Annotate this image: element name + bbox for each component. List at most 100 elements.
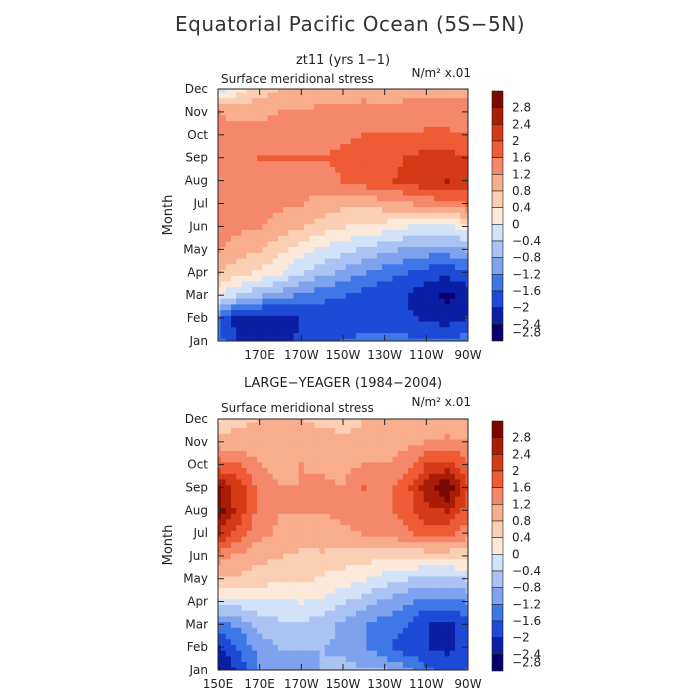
contour-cell [319,154,326,162]
contour-cell [251,575,258,583]
contour-cell [262,223,269,230]
contour-cell [444,109,451,116]
contour-cell [262,507,269,514]
contour-cell [303,490,310,497]
contour-cell [382,496,388,503]
contour-cell [361,513,368,520]
contour-cell [283,91,289,99]
contour-cell [423,183,430,190]
contour-cell [272,598,279,605]
contour-cell [408,252,414,259]
contour-cell [449,109,456,116]
contour-cell [408,223,414,230]
contour-cell [418,581,425,588]
contour-cell [262,257,269,265]
contour-cell [371,524,378,531]
contour-cell [262,97,269,104]
contour-cell [340,450,347,457]
contour-cell [220,120,227,127]
contour-cell [319,320,326,328]
contour-cell [454,114,461,122]
contour-cell [397,581,404,588]
contour-cell [293,166,300,173]
contour-cell [366,604,373,611]
contour-cell [335,644,341,651]
contour-cell [345,263,352,271]
contour-cell [283,326,289,334]
contour-cell [257,275,263,282]
contour-cell [408,154,414,162]
contour-cell [397,655,404,663]
contour-cell [361,473,368,480]
contour-cell [340,632,347,640]
contour-cell [283,223,289,230]
contour-cell [314,103,321,110]
contour-cell [392,217,399,225]
contour-cell [428,627,435,634]
contour-cell [402,541,409,548]
contour-cell [402,421,409,429]
contour-cell [340,473,347,480]
contour-cell [309,309,315,316]
contour-cell [356,513,362,520]
x-tick-label: 170W [284,348,319,362]
contour-cell [402,615,409,623]
contour-cell [366,541,373,548]
contour-cell [309,524,315,531]
contour-cell [382,240,388,248]
contour-cell [309,501,315,509]
contour-cell [439,524,446,531]
contour-cell [236,553,243,560]
contour-cell [231,478,237,486]
contour-cell [283,246,289,253]
contour-cell [392,627,399,634]
contour-cell [449,143,456,150]
contour-cell [434,223,440,230]
contour-cell [350,553,357,560]
contour-cell [262,632,269,640]
contour-cell [423,240,430,248]
contour-cell [288,524,295,531]
contour-cell [439,332,446,339]
contour-cell [257,655,263,663]
contour-cell [241,456,248,463]
contour-cell [314,89,321,93]
contour-cell [303,484,310,491]
contour-cell [392,598,399,605]
contour-cell [309,89,315,93]
contour-cell [345,575,352,583]
contour-cell [402,558,409,566]
contour-cell [376,280,383,288]
contour-cell [314,570,321,577]
contour-cell [408,535,414,543]
contour-cell [397,627,404,634]
contour-cell [288,496,295,503]
contour-cell [218,419,222,423]
contour-cell [277,103,284,110]
contour-cell [225,143,232,150]
contour-cell [356,638,362,645]
contour-cell [298,553,305,560]
contour-cell [408,456,414,463]
contour-cell [329,507,336,514]
contour-cell [324,189,331,196]
contour-cell [345,438,352,446]
contour-cell [309,530,315,537]
contour-cell [340,131,347,139]
contour-cell [402,212,409,219]
contour-cell [262,598,269,605]
contour-cell [340,263,347,271]
contour-cell [220,615,227,623]
contour-cell [397,194,404,202]
contour-cell [288,484,295,491]
contour-cell [350,478,357,486]
contour-cell [220,564,227,571]
contour-cell [272,292,279,299]
contour-cell [220,667,227,670]
contour-cell [439,661,446,668]
contour-cell [371,229,378,236]
contour-cell [283,587,289,594]
contour-cell [231,89,237,93]
contour-cell [387,315,394,322]
contour-cell [413,655,420,663]
